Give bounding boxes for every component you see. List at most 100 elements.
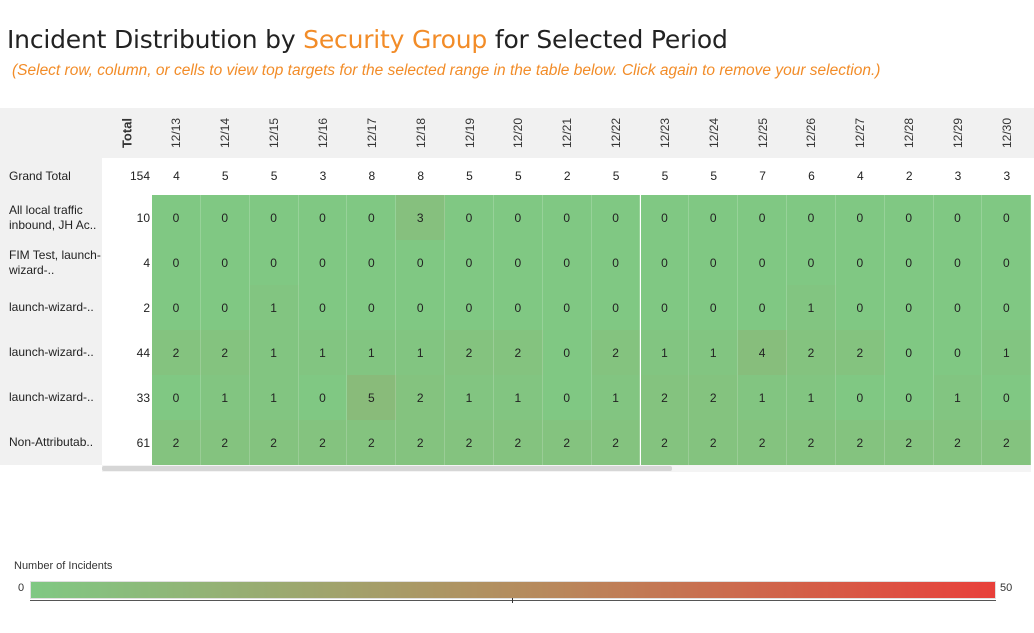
- column-total-value[interactable]: 5: [661, 169, 669, 183]
- column-total-value[interactable]: 7: [759, 169, 766, 183]
- column-header-date[interactable]: 12/23: [641, 108, 690, 158]
- heatmap-cell[interactable]: 0: [982, 285, 1032, 330]
- heatmap-cell[interactable]: 0: [396, 240, 446, 285]
- heatmap-cell[interactable]: 0: [200, 240, 250, 285]
- heatmap-cell[interactable]: 5: [347, 375, 397, 420]
- heatmap-cell[interactable]: 0: [689, 285, 739, 330]
- heatmap-cell[interactable]: 0: [787, 240, 836, 285]
- heatmap-cell[interactable]: 0: [249, 195, 299, 240]
- heatmap-cell[interactable]: 2: [445, 420, 494, 465]
- heatmap-cell[interactable]: 0: [640, 285, 690, 330]
- column-header-date[interactable]: 12/20: [494, 108, 543, 158]
- column-header-date[interactable]: 12/14: [201, 108, 250, 158]
- heatmap-cell[interactable]: 0: [542, 330, 592, 375]
- heatmap-cell[interactable]: 0: [640, 240, 690, 285]
- column-total-value[interactable]: 5: [515, 169, 522, 183]
- heatmap-cell[interactable]: 1: [787, 285, 836, 330]
- column-header-date[interactable]: 12/25: [738, 108, 787, 158]
- heatmap-cell[interactable]: 1: [640, 330, 690, 375]
- heatmap-cell[interactable]: 2: [835, 420, 885, 465]
- column-total-value[interactable]: 5: [710, 169, 718, 183]
- heatmap-cell[interactable]: 2: [249, 420, 299, 465]
- column-header-date[interactable]: 12/18: [396, 108, 445, 158]
- heatmap-cell[interactable]: 2: [200, 420, 250, 465]
- row-label-security-group[interactable]: All local traffic inbound, JH Ac..: [9, 202, 97, 232]
- heatmap-cell[interactable]: 1: [396, 330, 446, 375]
- heatmap-cell[interactable]: 0: [835, 195, 885, 240]
- column-total-value[interactable]: 4: [856, 169, 864, 183]
- heatmap-cell[interactable]: 3: [396, 195, 446, 240]
- heatmap-cell[interactable]: 0: [689, 195, 739, 240]
- heatmap-cell[interactable]: 0: [738, 285, 788, 330]
- heatmap-cell[interactable]: 0: [884, 240, 934, 285]
- column-total-value[interactable]: 5: [221, 169, 229, 183]
- heatmap-cell[interactable]: 0: [933, 285, 983, 330]
- heatmap-cell[interactable]: 0: [200, 195, 250, 240]
- heatmap-cell[interactable]: 0: [738, 240, 788, 285]
- heatmap-cell[interactable]: 0: [152, 195, 201, 240]
- heatmap-cell[interactable]: 0: [982, 195, 1032, 240]
- heatmap-cell[interactable]: 0: [445, 195, 494, 240]
- heatmap-cell[interactable]: 0: [591, 195, 641, 240]
- heatmap-cell[interactable]: 0: [884, 195, 934, 240]
- column-total-value[interactable]: 2: [905, 169, 913, 183]
- row-label-security-group[interactable]: FIM Test, launch-wizard-..: [9, 247, 101, 277]
- column-total-value[interactable]: 4: [173, 169, 180, 183]
- column-total-value[interactable]: 3: [319, 169, 327, 183]
- heatmap-cell[interactable]: 0: [542, 285, 592, 330]
- column-header-date[interactable]: 12/21: [543, 108, 592, 158]
- column-header-date[interactable]: 12/27: [836, 108, 885, 158]
- heatmap-cell[interactable]: 2: [591, 420, 641, 465]
- heatmap-cell[interactable]: 0: [152, 285, 201, 330]
- heatmap-cell[interactable]: 2: [493, 420, 543, 465]
- row-label-security-group[interactable]: launch-wizard-..: [9, 345, 94, 359]
- heatmap-cell[interactable]: 2: [445, 330, 494, 375]
- heatmap-cell[interactable]: 2: [689, 375, 739, 420]
- heatmap-cell[interactable]: 0: [445, 285, 494, 330]
- heatmap-cell[interactable]: 0: [493, 285, 543, 330]
- heatmap-cell[interactable]: 2: [689, 420, 739, 465]
- heatmap-cell[interactable]: 2: [200, 330, 250, 375]
- column-total-value[interactable]: 8: [368, 169, 376, 183]
- heatmap-cell[interactable]: 0: [298, 195, 348, 240]
- column-header-date[interactable]: 12/17: [347, 108, 396, 158]
- column-total-value[interactable]: 5: [270, 169, 278, 183]
- heatmap-cell[interactable]: 2: [298, 420, 348, 465]
- heatmap-cell[interactable]: 2: [152, 330, 201, 375]
- heatmap-cell[interactable]: 1: [249, 285, 299, 330]
- heatmap-cell[interactable]: 0: [200, 285, 250, 330]
- heatmap-cell[interactable]: 2: [640, 420, 690, 465]
- heatmap-cell[interactable]: 2: [640, 375, 690, 420]
- heatmap-cell[interactable]: 1: [200, 375, 250, 420]
- heatmap-cell[interactable]: 0: [835, 285, 885, 330]
- heatmap-cell[interactable]: 1: [933, 375, 983, 420]
- column-total-value[interactable]: 3: [954, 169, 962, 183]
- heatmap-cell[interactable]: 2: [933, 420, 983, 465]
- column-total-value[interactable]: 3: [1003, 169, 1011, 183]
- heatmap-cell[interactable]: 4: [738, 330, 788, 375]
- heatmap-cell[interactable]: 0: [835, 375, 885, 420]
- column-total-value[interactable]: 8: [417, 169, 425, 183]
- heatmap-cell[interactable]: 0: [298, 375, 348, 420]
- heatmap-cell[interactable]: 1: [347, 330, 397, 375]
- heatmap-cell[interactable]: 0: [493, 195, 543, 240]
- heatmap-cell[interactable]: 2: [347, 420, 397, 465]
- row-label-security-group[interactable]: Non-Attributab..: [9, 435, 94, 449]
- column-header-date[interactable]: 12/22: [592, 108, 641, 158]
- heatmap-cell[interactable]: 0: [884, 375, 934, 420]
- heatmap-cell[interactable]: 0: [982, 240, 1032, 285]
- heatmap-cell[interactable]: 2: [884, 420, 934, 465]
- heatmap-cell[interactable]: 2: [493, 330, 543, 375]
- heatmap-cell[interactable]: 2: [152, 420, 201, 465]
- heatmap-cell[interactable]: 0: [542, 195, 592, 240]
- heatmap-cell[interactable]: 2: [787, 420, 836, 465]
- heatmap-cell[interactable]: 2: [396, 420, 446, 465]
- heatmap-cell[interactable]: 0: [493, 240, 543, 285]
- column-total-value[interactable]: 2: [563, 169, 571, 183]
- heatmap-cell[interactable]: 1: [738, 375, 788, 420]
- scrollbar-thumb[interactable]: [102, 466, 672, 471]
- heatmap-cell[interactable]: 1: [689, 330, 739, 375]
- heatmap-cell[interactable]: 0: [884, 285, 934, 330]
- heatmap-cell[interactable]: 0: [249, 240, 299, 285]
- heatmap-cell[interactable]: 2: [396, 375, 446, 420]
